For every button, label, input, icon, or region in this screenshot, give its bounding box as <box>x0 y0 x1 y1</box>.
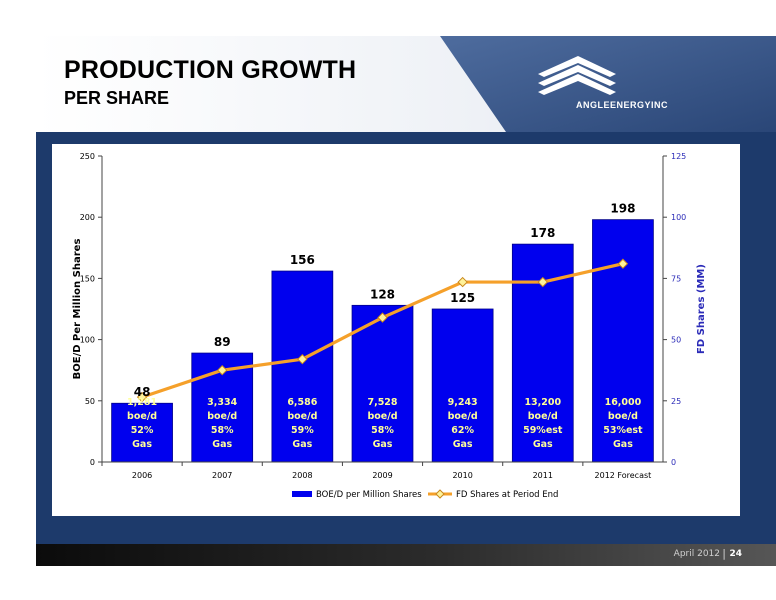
y-tick-label: 0 <box>90 458 95 467</box>
bar-annotation: boe/d <box>367 411 397 422</box>
bar-annotation: boe/d <box>528 411 558 422</box>
footer-date: April 2012 <box>673 549 720 559</box>
fd-shares-marker <box>297 353 308 365</box>
y-right-tick-label: 100 <box>671 213 686 222</box>
legend-label-bar: BOE/D per Million Shares <box>316 490 422 500</box>
brand-name: ANGLEENERGYINC <box>576 100 669 110</box>
bar-value-label: 156 <box>290 253 315 267</box>
y-tick-label: 200 <box>80 213 95 222</box>
bar-value-label: 125 <box>450 291 475 305</box>
bar-2010 <box>431 308 494 463</box>
chart-panel: 0 50 100 150 200 250 0 25 50 75 100 125 48 89 156 128… <box>52 144 740 516</box>
bar-value-label: 178 <box>530 226 555 240</box>
slide: PRODUCTION GROWTH PER SHARE ANGLEENERGYI… <box>36 36 776 566</box>
bar-annotation: 7,528 <box>367 397 397 408</box>
bar-annotation: Gas <box>132 439 152 450</box>
bar-annotation: Gas <box>453 439 473 450</box>
bar-annotation: boe/d <box>127 411 157 422</box>
bar-annotation: boe/d <box>287 411 317 422</box>
x-tick-label: 2006 <box>132 471 152 480</box>
y-tick-label: 100 <box>80 336 95 345</box>
bar-annotation: 59% <box>291 425 314 436</box>
bar-annotation: boe/d <box>207 411 237 422</box>
x-tick-label: 2008 <box>292 471 312 480</box>
bar-value-label: 198 <box>610 202 635 216</box>
bar-value-label: 48 <box>134 385 151 399</box>
fd-shares-marker <box>136 391 148 403</box>
bar-annotation: boe/d <box>448 411 478 422</box>
bar-annotation: boe/d <box>608 411 638 422</box>
x-tick-label: 2007 <box>212 471 232 480</box>
x-tick-label: 2009 <box>372 471 392 480</box>
bar-annotation: Gas <box>292 439 312 450</box>
bar-annotation: 3,334 <box>207 397 237 408</box>
x-tick-label: 2010 <box>452 471 472 480</box>
fd-shares-marker <box>217 364 228 376</box>
y-axis-label: BOE/D Per Million Shares <box>72 239 83 380</box>
bar-value-label: 89 <box>214 335 231 349</box>
x-tick-label: 2012 Forecast <box>595 471 652 480</box>
bar-value-label: 128 <box>370 287 395 301</box>
y-right-tick-label: 50 <box>671 336 681 345</box>
bar-annotation: 53%est <box>603 425 643 436</box>
bar-annotation: 58% <box>211 425 234 436</box>
bar-annotation: 9,243 <box>448 397 478 408</box>
bar-annotation: Gas <box>212 439 232 450</box>
y-right-tick-label: 0 <box>671 458 676 467</box>
bar-annotation: 13,200 <box>524 397 561 408</box>
page-subtitle: PER SHARE <box>64 88 170 108</box>
footer-bar: April 2012 | 24 <box>36 544 776 566</box>
bar-annotation: 59%est <box>523 425 563 436</box>
bar-2008 <box>271 270 334 463</box>
bar-annotation: 6,586 <box>287 397 317 408</box>
y-tick-label: 250 <box>80 152 95 161</box>
bar-annotation: 16,000 <box>605 397 642 408</box>
bar-annotation: Gas <box>373 439 393 450</box>
footer-separator: | <box>722 547 726 560</box>
y-right-tick-label: 125 <box>671 152 686 161</box>
fd-shares-marker <box>537 276 548 288</box>
fd-shares-marker <box>617 258 629 269</box>
chart-legend: BOE/D per Million Shares FD Shares at Pe… <box>292 489 558 500</box>
chart: 0 50 100 150 200 250 0 25 50 75 100 125 48 89 156 128… <box>72 152 707 500</box>
legend-swatch-marker <box>435 489 445 499</box>
y-right-tick-label: 25 <box>671 397 681 406</box>
bar-annotation: 62% <box>451 425 474 436</box>
page-title: PRODUCTION GROWTH <box>64 56 357 84</box>
bar-annotation: 1,281 <box>127 397 157 408</box>
fd-shares-marker <box>377 312 388 323</box>
y-right-tick-label: 75 <box>671 274 681 283</box>
y-tick-label: 150 <box>80 274 95 283</box>
bar-2009 <box>351 304 414 463</box>
bar-annotation: 52% <box>131 425 154 436</box>
bar-annotation: 58% <box>371 425 394 436</box>
y-tick-label: 50 <box>85 397 95 406</box>
x-tick-label: 2011 <box>533 471 553 480</box>
y-axis-label-right: FD Shares (MM) <box>696 264 707 354</box>
bar-annotation: Gas <box>533 439 553 450</box>
legend-swatch-bar <box>292 491 312 497</box>
angle-energy-logo-icon <box>538 56 616 95</box>
legend-label-line: FD Shares at Period End <box>456 490 558 500</box>
page-number: 24 <box>729 549 742 559</box>
fd-shares-marker <box>457 276 468 288</box>
bar-annotation: Gas <box>613 439 633 450</box>
